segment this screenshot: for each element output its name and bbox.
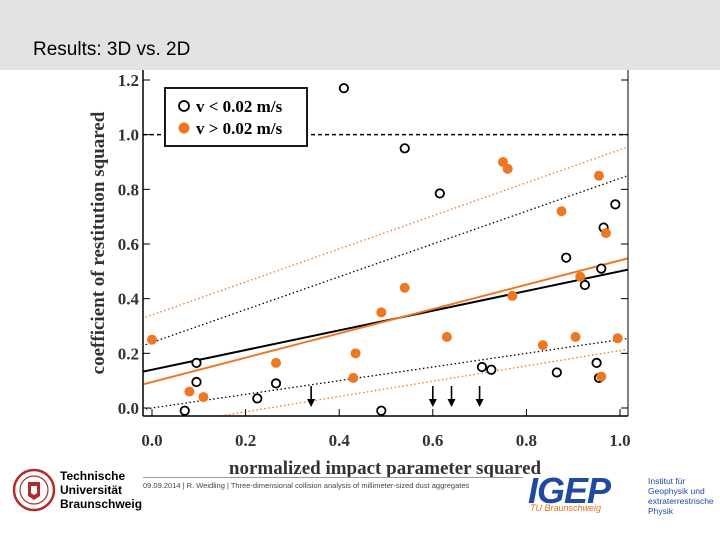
data-point-fast-9 [441,331,452,342]
data-point-fast-20 [612,333,623,344]
data-point-fast-7 [376,307,387,318]
legend-marker-fast [178,122,190,134]
data-point-slow-11 [486,364,497,375]
data-point-slow-9 [434,188,445,199]
data-point-fast-5 [350,348,361,359]
data-point-fast-15 [570,331,581,342]
data-point-slow-10 [476,361,488,373]
y-tick-label-2: 0.2 [118,344,139,363]
tu-name: Technische Universität Braunschweig [60,469,143,511]
igep-subtitle: TU Braunschweig [530,503,602,513]
slide-title: Results: 3D vs. 2D [33,39,191,60]
legend-marker-slow [178,100,190,112]
data-point-slow-15 [591,357,602,368]
data-point-slow-5 [270,378,282,389]
y-tick-label-1: 0.0 [118,399,139,418]
data-point-slow-19 [610,199,621,210]
y-tick-label-7: 1.2 [118,71,139,90]
data-point-fast-13 [537,340,548,351]
data-point-slow-4 [252,393,263,404]
y-tick-label-5: 0.8 [118,180,139,199]
y-tick-label-3: 0.4 [118,290,140,309]
slide-header: Results: 3D vs. 2D [0,0,720,70]
footer-divider [143,477,523,478]
arrow-head-4 [475,399,484,407]
y-tick-label-6: 1.0 [118,126,139,145]
data-point-fast-17 [593,170,604,181]
data-point-fast-18 [600,228,611,239]
data-point-slow-3 [191,376,202,388]
data-point-fast-11 [502,163,513,174]
data-point-slow-12 [551,367,562,378]
data-point-fast-3 [198,392,209,403]
data-point-slow-8 [399,143,410,154]
data-point-slow-17 [596,263,607,274]
igep-logo: IGEP TU Braunschweig Institut für Geophy… [520,470,720,520]
arrow-head-1 [307,399,316,407]
arrow-head-3 [447,399,456,407]
arrow-head-2 [428,399,437,407]
data-point-fast-16 [575,271,586,282]
igep-wordmark: IGEP [528,470,611,511]
data-point-fast-19 [596,371,607,382]
plot-area [143,83,628,416]
legend-box [164,87,308,147]
y-tick-label-4: 0.6 [118,235,139,254]
confidence-band-upper-2 [143,146,628,319]
x-tick-label-5: 0.8 [516,431,537,450]
footer-text: 09.09.2014 | R. Weidling | Three-dimensi… [143,481,470,490]
x-tick-label-1: 0.0 [141,431,162,450]
fit-line-2 [143,257,628,386]
x-axis-label: normalized impact parameter squared [229,458,542,479]
data-point-slow-13 [561,252,572,263]
tu-seal-icon [12,468,56,512]
data-point-slow-6 [338,83,349,94]
data-point-slow-1 [179,405,190,416]
x-tick-label-4: 0.6 [422,431,443,450]
data-point-fast-12 [507,290,518,301]
tu-braunschweig-logo: Technische Universität Braunschweig [10,466,143,516]
data-point-fast-14 [556,206,567,217]
data-point-slow-7 [376,405,387,416]
data-point-slow-14 [579,279,591,291]
legend-label-slow: v < 0.02 m/s [196,97,283,116]
igep-institute: Institut für Geophysik und extraterrestr… [648,476,714,516]
data-point-fast-4 [271,357,282,368]
x-tick-label-3: 0.4 [329,431,351,450]
data-point-fast-1 [147,334,157,345]
legend: v < 0.02 m/s v > 0.02 m/s [164,87,308,147]
legend-label-fast: v > 0.02 m/s [196,119,283,138]
x-tick-label-6: 1.0 [609,431,630,450]
x-tick-label-2: 0.2 [235,431,256,450]
data-point-fast-6 [348,372,359,383]
data-point-fast-8 [399,282,410,293]
y-axis-label: coefficient of restitution squared [88,111,109,374]
confidence-band-lower-2 [216,348,628,416]
data-point-slow-2 [191,357,202,368]
data-point-fast-2 [184,386,195,397]
